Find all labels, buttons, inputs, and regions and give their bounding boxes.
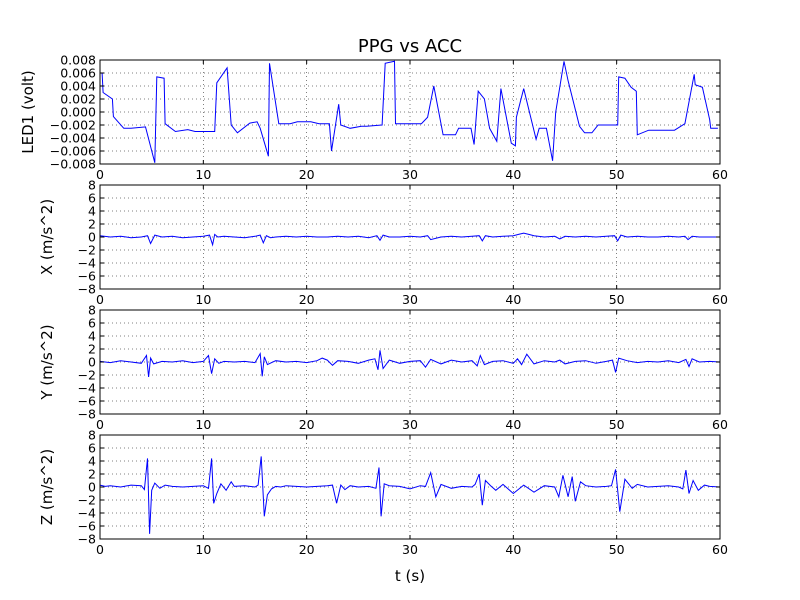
x-tick-label: 40 (505, 292, 521, 307)
x-tick-label: 60 (712, 542, 728, 557)
y-tick-label: −2 (78, 243, 96, 258)
y-tick-label: −0.008 (50, 157, 96, 172)
x-tick-label: 0 (96, 167, 104, 182)
x-tick-label: 20 (299, 542, 315, 557)
x-tick-label: 40 (505, 167, 521, 182)
x-tick-label: 40 (505, 417, 521, 432)
y-tick-label: −8 (78, 532, 96, 547)
y-tick-label: 0.006 (60, 66, 96, 81)
x-tick-label: 50 (609, 542, 625, 557)
y-tick-label: 0 (88, 480, 96, 495)
y-tick-label: −8 (78, 282, 96, 297)
x-tick-label: 30 (402, 167, 418, 182)
y-axis-label: X (m/s^2) (38, 199, 56, 275)
y-tick-label: −4 (78, 256, 96, 271)
x-tick-label: 20 (299, 167, 315, 182)
x-tick-label: 60 (712, 292, 728, 307)
y-tick-label: 0 (88, 230, 96, 245)
y-tick-label: 4 (88, 204, 96, 219)
y-tick-label: −2 (78, 493, 96, 508)
x-tick-label: 60 (712, 167, 728, 182)
y-tick-label: −6 (78, 269, 96, 284)
series-line-y (99, 350, 721, 377)
series-line-led1 (101, 60, 718, 163)
y-tick-label: −0.002 (50, 118, 96, 133)
y-tick-label: 0.000 (60, 105, 96, 120)
y-tick-label: 2 (88, 342, 96, 357)
x-tick-label: 50 (609, 292, 625, 307)
chart-title: PPG vs ACC (358, 36, 462, 57)
subplots: 0 10 20 30 40 50 600.0080.0060.0040.0020.000−0… (19, 53, 728, 558)
x-tick-label: 0 (96, 542, 104, 557)
y-tick-label: 4 (88, 329, 96, 344)
x-tick-label: 20 (299, 417, 315, 432)
y-tick-label: 4 (88, 454, 96, 469)
subplot-led1: 0 10 20 30 40 50 600.0080.0060.0040.0020.000−0… (19, 53, 728, 183)
x-tick-label: 10 (195, 167, 211, 182)
x-axis-label: t (s) (395, 567, 425, 585)
x-tick-label: 10 (195, 542, 211, 557)
x-tick-label: 60 (712, 417, 728, 432)
y-tick-label: 0.002 (60, 92, 96, 107)
y-tick-label: 8 (88, 178, 96, 193)
x-tick-label: 0 (96, 292, 104, 307)
x-tick-label: 40 (505, 542, 521, 557)
y-tick-label: −2 (78, 368, 96, 383)
y-tick-label: 6 (88, 191, 96, 206)
x-tick-label: 30 (402, 542, 418, 557)
y-tick-label: 0.008 (60, 53, 96, 68)
y-tick-label: 2 (88, 217, 96, 232)
x-tick-label: 20 (299, 292, 315, 307)
y-tick-label: −4 (78, 506, 96, 521)
y-tick-label: 0.004 (60, 79, 96, 94)
y-tick-label: −6 (78, 519, 96, 534)
y-tick-label: −8 (78, 407, 96, 422)
x-tick-label: 10 (195, 417, 211, 432)
y-axis-label: LED1 (volt) (19, 70, 37, 154)
x-tick-label: 30 (402, 292, 418, 307)
x-tick-label: 30 (402, 417, 418, 432)
x-tick-label: 50 (609, 417, 625, 432)
series-line-x (99, 232, 720, 247)
y-axis-label: Z (m/s^2) (38, 449, 56, 525)
x-tick-label: 0 (96, 417, 104, 432)
y-tick-label: 8 (88, 428, 96, 443)
y-tick-label: −0.006 (50, 144, 96, 159)
x-tick-label: 50 (609, 167, 625, 182)
y-tick-label: −4 (78, 381, 96, 396)
y-tick-label: −6 (78, 394, 96, 409)
x-tick-label: 10 (195, 292, 211, 307)
y-tick-label: 2 (88, 467, 96, 482)
y-tick-label: 0 (88, 355, 96, 370)
series-line-z (99, 456, 721, 534)
y-tick-label: 6 (88, 441, 96, 456)
y-tick-label: −0.004 (50, 131, 96, 146)
y-tick-label: 6 (88, 316, 96, 331)
y-tick-label: 8 (88, 303, 96, 318)
y-axis-label: Y (m/s^2) (38, 324, 56, 400)
